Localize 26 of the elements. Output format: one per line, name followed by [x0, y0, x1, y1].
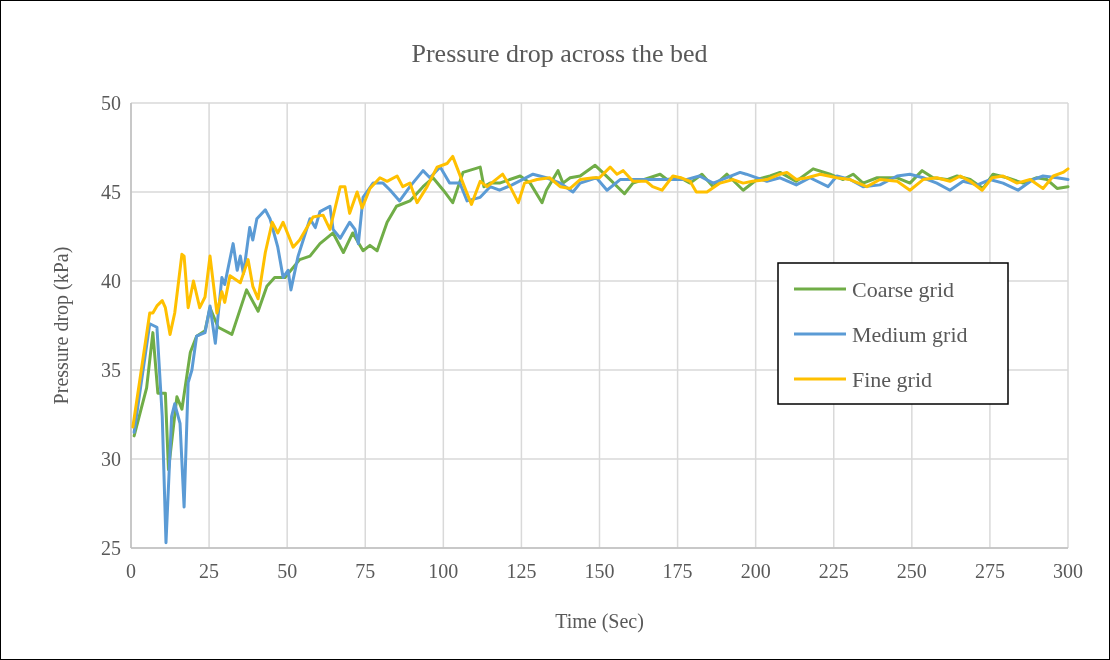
y-axis-title: Pressure drop (kPa) [50, 246, 73, 405]
x-tick-label: 125 [506, 560, 537, 582]
x-tick-label: 275 [974, 560, 1005, 582]
x-tick-label: 175 [662, 560, 693, 582]
x-tick-label: 50 [277, 560, 298, 582]
y-tick-label: 40 [101, 270, 121, 292]
x-tick-label: 100 [428, 560, 459, 582]
x-tick-label: 25 [199, 560, 220, 582]
legend-label: Coarse grid [852, 276, 955, 302]
x-tick-label: 200 [740, 560, 771, 582]
x-tick-label: 0 [126, 560, 136, 582]
y-tick-label: 35 [101, 359, 121, 381]
line-series [131, 154, 1070, 429]
x-tick-label: 75 [355, 560, 376, 582]
y-tick-label: 50 [101, 92, 121, 114]
x-tick-label: 250 [896, 560, 927, 582]
y-tick-label: 25 [101, 537, 121, 559]
legend-label: Fine grid [852, 366, 933, 392]
legend-label: Medium grid [852, 321, 968, 347]
x-tick-label: 300 [1053, 560, 1083, 582]
y-tick-label: 45 [101, 181, 121, 203]
x-axis-title: Time (Sec) [555, 610, 644, 633]
x-tick-label: 150 [584, 560, 615, 582]
y-tick-label: 30 [101, 448, 121, 470]
chart-title: Pressure drop across the bed [411, 39, 708, 68]
x-tick-label: 225 [818, 560, 849, 582]
